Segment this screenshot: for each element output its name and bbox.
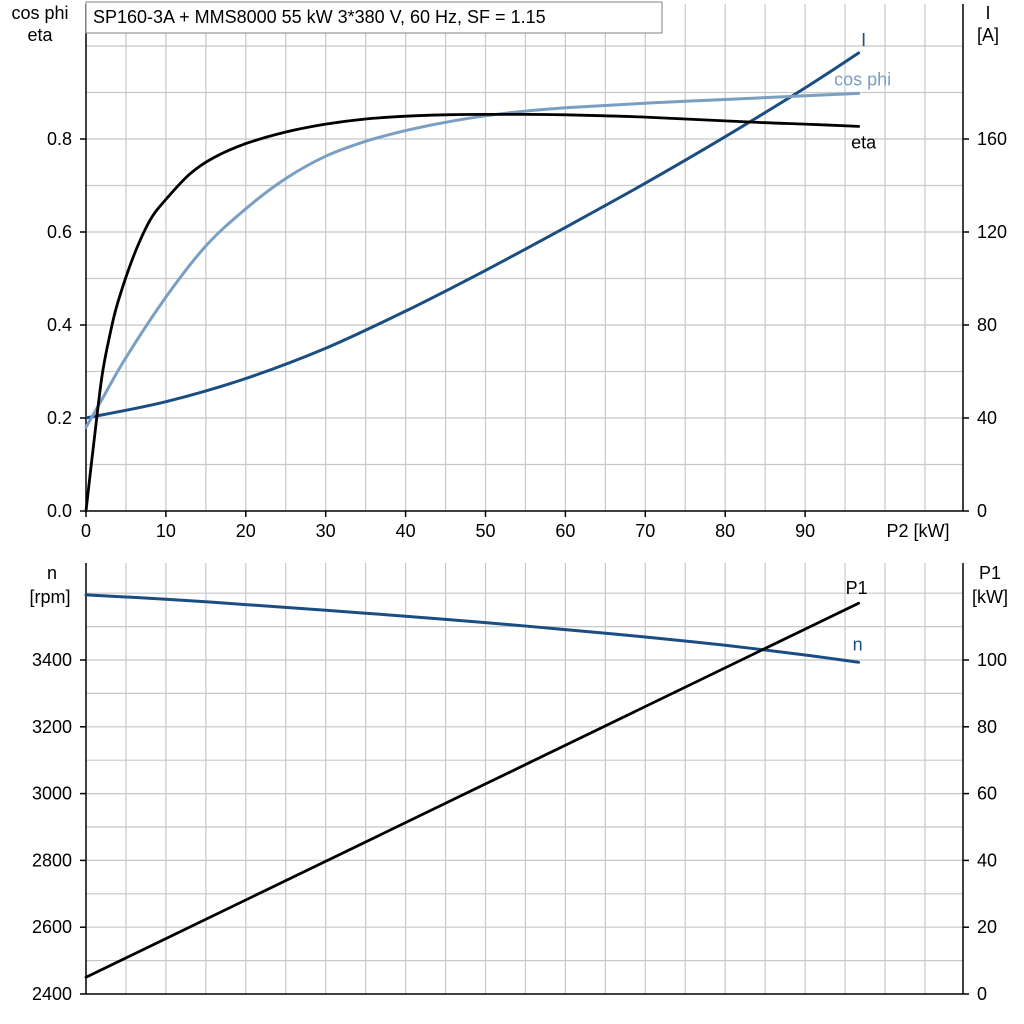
top-right-axis-label-1: I <box>985 3 990 23</box>
top-right-tick-label: 80 <box>977 315 997 335</box>
top-left-axis-label-1: cos phi <box>11 3 68 23</box>
top-right-tick-label: 40 <box>977 408 997 428</box>
series-label-i: I <box>861 30 866 50</box>
top-right-tick-label: 120 <box>977 222 1007 242</box>
bottom-chart-grid <box>85 563 964 995</box>
top-left-tick-label: 0.6 <box>47 222 72 242</box>
bottom-right-tick-label: 100 <box>977 650 1007 670</box>
bottom-left-axis-label-1: n <box>47 563 57 583</box>
x-tick-label: 0 <box>81 521 91 541</box>
top-left-tick-label: 0.2 <box>47 408 72 428</box>
x-tick-label: 40 <box>396 521 416 541</box>
bottom-right-tick-label: 0 <box>977 984 987 1004</box>
x-tick-label: 60 <box>555 521 575 541</box>
x-axis-label: P2 [kW] <box>886 521 949 541</box>
bottom-left-tick-label: 2400 <box>32 984 72 1004</box>
bottom-left-tick-label: 2800 <box>32 850 72 870</box>
series-label-p1: P1 <box>846 578 868 598</box>
series-n <box>84 593 861 664</box>
top-chart-ticks: 0.0 0.2 0.4 0.6 0.8 0 40 80 120 160 0 10 20 30 40 50 60 7… <box>47 129 1007 541</box>
x-tick-label: 50 <box>475 521 495 541</box>
x-tick-label: 10 <box>156 521 176 541</box>
chart-title: SP160-3A + MMS8000 55 kW 3*380 V, 60 Hz,… <box>93 7 546 27</box>
bottom-right-tick-label: 40 <box>977 850 997 870</box>
bottom-right-tick-label: 80 <box>977 717 997 737</box>
bottom-left-tick-label: 3400 <box>32 650 72 670</box>
bottom-right-tick-label: 60 <box>977 784 997 804</box>
bottom-chart-series: n P1 <box>84 578 868 979</box>
top-right-tick-label: 0 <box>977 501 987 521</box>
bottom-right-tick-label: 20 <box>977 917 997 937</box>
top-left-axis-label-2: eta <box>27 25 53 45</box>
top-left-tick-label: 0.0 <box>47 501 72 521</box>
top-right-axis-label-2: [A] <box>977 25 999 45</box>
x-tick-label: 70 <box>635 521 655 541</box>
series-label-cos-phi: cos phi <box>834 69 891 89</box>
x-tick-label: 30 <box>316 521 336 541</box>
bottom-right-axis-label-1: P1 <box>979 563 1001 583</box>
bottom-right-axis-label-2: [kW] <box>972 587 1008 607</box>
bottom-left-tick-label: 2600 <box>32 917 72 937</box>
top-chart-grid <box>85 4 964 512</box>
title-box <box>85 1 663 34</box>
x-tick-label: 20 <box>236 521 256 541</box>
series-i <box>84 51 861 420</box>
x-tick-label: 90 <box>795 521 815 541</box>
bottom-chart-ticks: 2400 2600 2800 3000 3200 3400 0 20 40 60 80 100 <box>32 650 1007 1004</box>
top-left-tick-label: 0.8 <box>47 129 72 149</box>
series-label-eta: eta <box>851 132 877 152</box>
bottom-left-tick-label: 3200 <box>32 717 72 737</box>
series-cos-phi <box>84 91 861 429</box>
series-label-n: n <box>853 634 863 654</box>
bottom-left-axis-label-2: [rpm] <box>29 587 70 607</box>
x-tick-label: 80 <box>715 521 735 541</box>
bottom-left-tick-label: 3000 <box>32 784 72 804</box>
series-eta <box>84 112 860 513</box>
series-p1 <box>84 601 860 979</box>
top-right-tick-label: 160 <box>977 129 1007 149</box>
top-left-tick-label: 0.4 <box>47 315 72 335</box>
